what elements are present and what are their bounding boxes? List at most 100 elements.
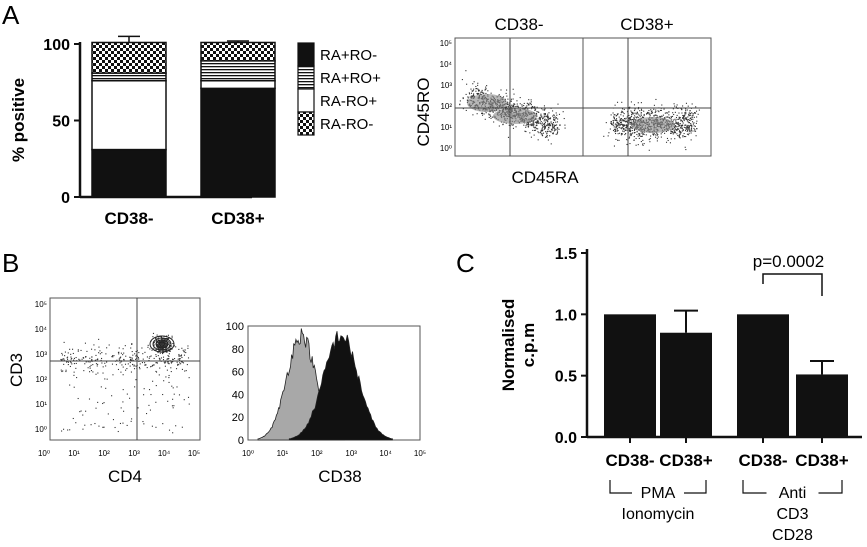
- b-hist-y-tick-label: 80: [232, 344, 244, 356]
- a-flow-dot: [691, 116, 693, 119]
- a-flow-dot: [481, 114, 484, 116]
- b-flow-dot: [131, 350, 133, 353]
- a-flow-dot: [547, 122, 549, 124]
- a-flow-dot: [544, 128, 546, 130]
- a-flow-dot: [528, 99, 530, 101]
- a-flow-dot: [530, 99, 532, 101]
- b-flow-dot: [85, 361, 87, 363]
- a-legend-label: RA+RO-: [320, 47, 377, 64]
- a-flow-dot: [643, 115, 645, 117]
- b-hist-x-tick-label: 10²: [311, 449, 323, 458]
- a-flow-dot: [506, 106, 508, 108]
- b-flow-dot: [70, 358, 72, 360]
- a-flow-dot: [614, 123, 616, 125]
- b-flow-dot: [122, 401, 124, 403]
- b-flow-dot: [148, 357, 150, 359]
- b-flow-dot: [167, 337, 169, 340]
- a-flow-dot: [646, 112, 648, 115]
- a-flow-dot: [674, 131, 676, 133]
- a-flow-dot: [674, 131, 676, 133]
- b-flow-dot: [166, 351, 168, 353]
- b-flow-contour: [149, 335, 175, 353]
- b-flow-dot: [90, 370, 93, 372]
- a-flow-dot: [675, 128, 677, 131]
- a-flow-dot: [530, 123, 532, 125]
- a-flow-dot: [633, 118, 635, 120]
- a-flow-dot: [541, 115, 543, 117]
- b-flow-x-tick-label: 10¹: [68, 449, 80, 458]
- b-flow-dot: [158, 341, 160, 344]
- b-flow-dot: [98, 352, 100, 354]
- a-flow-dot: [480, 91, 482, 93]
- a-flow-dot: [554, 129, 556, 131]
- a-flow-dot: [508, 104, 510, 106]
- a-flow-dot: [694, 129, 696, 131]
- a-flow-dot: [670, 116, 672, 119]
- a-flow-dot: [686, 130, 688, 132]
- b-flow-dot: [75, 367, 77, 369]
- b-flow-dot: [166, 349, 168, 352]
- b-flow-dot: [90, 424, 92, 426]
- a-flow-dot: [670, 138, 672, 140]
- b-flow-dot: [103, 426, 105, 428]
- b-flow-dot: [129, 356, 131, 358]
- a-flow-dot: [473, 93, 475, 95]
- a-flow-dot: [618, 139, 620, 141]
- b-flow-dot: [159, 358, 161, 360]
- b-flow-dot: [121, 364, 123, 366]
- a-flow-dot: [640, 131, 642, 133]
- b-flow-dot: [172, 358, 174, 361]
- b-flow-dot: [122, 348, 124, 350]
- a-flow-dot: [639, 116, 641, 118]
- b-flow-dot: [60, 369, 62, 371]
- b-flow-dot: [159, 343, 161, 345]
- b-flow-dot: [178, 358, 180, 360]
- a-flow-dot: [555, 121, 557, 123]
- a-flow-dot: [481, 112, 483, 115]
- b-flow-dot: [151, 349, 153, 351]
- b-flow-dot: [159, 367, 161, 369]
- a-flow-dot: [689, 129, 691, 131]
- a-flow-y-tick-label: 10¹: [440, 123, 452, 132]
- a-flow-dot: [688, 128, 690, 130]
- a-flow-dot: [688, 130, 690, 132]
- a-flow-dot: [553, 117, 555, 119]
- b-flow-dot: [73, 357, 76, 359]
- a-flow-dot: [542, 109, 544, 111]
- a-flow-dot: [690, 132, 692, 134]
- a-flow-dot: [625, 132, 627, 135]
- a-flow-dot: [490, 115, 492, 117]
- b-flow-dot: [160, 357, 162, 359]
- b-flow-dot: [135, 379, 137, 381]
- a-flow-dot: [622, 115, 624, 117]
- a-flow-dot: [488, 116, 490, 118]
- b-flow-dot: [134, 386, 136, 388]
- a-flow-dot: [678, 118, 680, 120]
- b-flow-dot: [157, 352, 159, 354]
- a-flow-dot: [690, 119, 692, 121]
- b-flow-dot: [187, 347, 189, 349]
- a-flow-dot: [638, 137, 640, 139]
- a-flow-dot: [646, 111, 649, 113]
- b-flow-dot: [62, 358, 64, 360]
- a-flow-dot: [678, 126, 680, 128]
- a-flow-dot: [525, 131, 527, 133]
- c-y-axis-label: Normalised: [499, 299, 518, 392]
- a-flow-dot: [548, 112, 550, 114]
- b-flow-dot: [168, 341, 170, 343]
- a-flow-dot: [546, 119, 548, 121]
- a-flow-dot: [491, 116, 493, 118]
- a-flow-dot: [614, 129, 616, 131]
- b-flow-dot: [157, 355, 159, 357]
- a-flow-dot: [640, 112, 642, 114]
- b-hist-x-tick-label: 10⁴: [379, 449, 392, 458]
- b-flow-dot: [171, 345, 173, 347]
- b-flow-dot: [153, 364, 155, 366]
- a-flow-dot: [623, 108, 625, 111]
- a-flow-dot: [691, 130, 693, 132]
- a-flow-dot: [511, 105, 513, 107]
- a-flow-dot: [539, 118, 541, 120]
- b-flow-dot: [158, 350, 160, 352]
- b-flow-dot: [141, 347, 143, 349]
- b-flow-dot: [69, 348, 71, 350]
